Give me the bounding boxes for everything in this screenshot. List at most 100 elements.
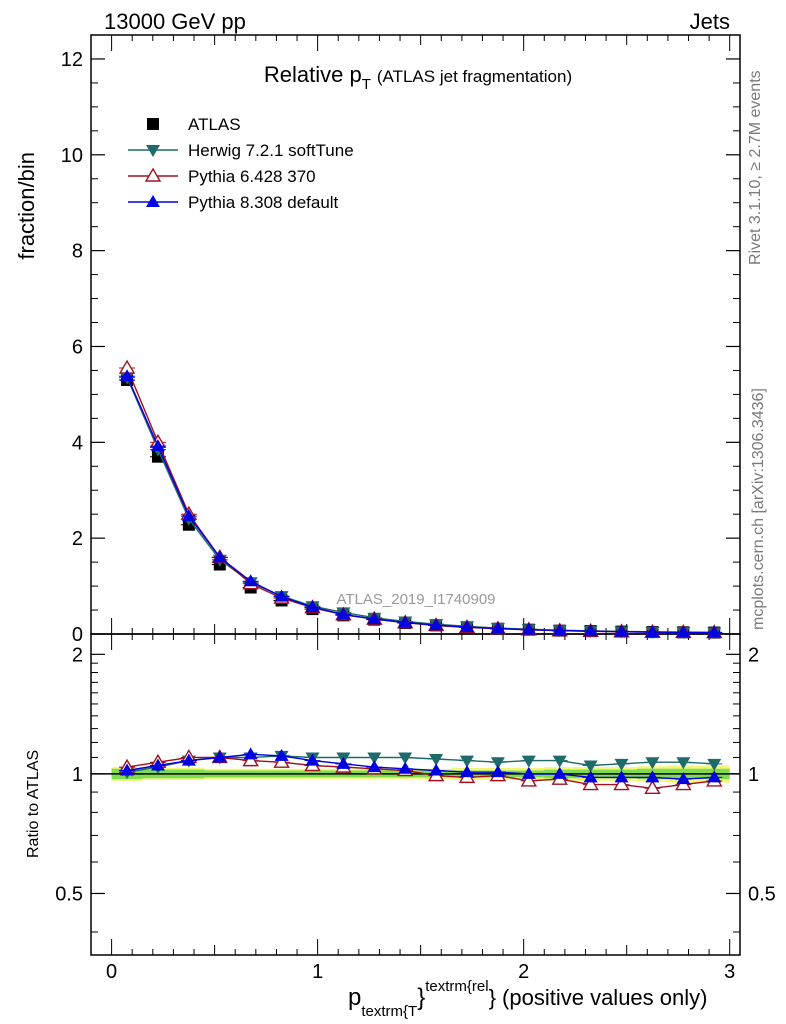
legend-marker-pythia-6-428-370	[144, 167, 162, 182]
ratio-y-tick-label-right: 1	[748, 764, 759, 786]
ratio-point-pythia-8-308-default	[367, 760, 382, 773]
main-point-pythia-8-308-default	[120, 369, 135, 382]
ratio-point-pythia-8-308-default	[645, 770, 660, 783]
ratio-point-pythia-8-308-default	[305, 753, 320, 766]
main-y-tick-label: 10	[61, 145, 83, 167]
ratio-panel-frame	[90, 633, 741, 956]
ratio-point-pythia-8-308-default	[336, 756, 351, 769]
x-tick-label: 0	[106, 961, 117, 983]
ratio-point-herwig-7-2-1-softtune	[676, 757, 691, 770]
ratio-point-pythia-8-308-default	[460, 765, 475, 778]
legend-label-atlas: ATLAS	[188, 115, 241, 134]
x-axis-label-rest: } (positive values only)	[489, 985, 708, 1010]
plot-title-rest: (ATLAS jet fragmentation)	[377, 67, 572, 86]
data-series	[118, 359, 723, 794]
main-point-pythia-8-308-default	[521, 622, 536, 635]
main-point-pythia-8-308-default	[583, 624, 598, 637]
x-axis-label-sup: textrm{rel	[425, 978, 488, 995]
main-point-pythia-8-308-default	[150, 439, 165, 452]
ratio-point-pythia-6-428-370	[582, 776, 599, 791]
legend-marker-atlas	[147, 118, 159, 130]
ratio-point-pythia-6-428-370	[613, 776, 630, 791]
legend: ATLAS Herwig 7.2.1 softTune Pythia 6.428 3…	[128, 115, 354, 212]
ratio-point-pythia-8-308-default	[243, 747, 258, 760]
main-point-pythia-8-308-default	[336, 607, 351, 620]
main-y-tick-label: 6	[72, 336, 83, 358]
ratio-point-herwig-7-2-1-softtune	[398, 752, 413, 765]
ratio-y-tick-label: 1	[72, 764, 83, 786]
x-axis-label-p: p	[348, 984, 361, 1011]
main-y-axis-label: fraction/bin	[14, 152, 39, 260]
ratio-y-tick-label-right: 0.5	[748, 883, 776, 905]
main-point-pythia-8-308-default	[367, 612, 382, 625]
ratio-y-tick-label: 0.5	[55, 883, 83, 905]
uncertainty-band	[91, 765, 740, 783]
legend-label-pythia-8-308-default: Pythia 8.308 default	[188, 193, 339, 212]
main-y-tick-label: 4	[72, 432, 83, 454]
analysis-watermark: ATLAS_2019_I1740909	[336, 591, 495, 608]
main-point-pythia-8-308-default	[429, 618, 444, 631]
ratio-y-tick-label: 2	[72, 644, 83, 666]
ratio-point-pythia-8-308-default	[707, 770, 722, 783]
ratio-point-herwig-7-2-1-softtune	[490, 757, 505, 770]
legend-marker-pythia-8-308-default	[146, 195, 160, 207]
header-process-label: Jets	[690, 9, 730, 34]
x-axis-label-sub: textrm{T	[361, 1003, 417, 1020]
ratio-point-pythia-8-308-default	[614, 770, 629, 783]
main-point-pythia-8-308-default	[707, 625, 722, 638]
x-tick-label: 1	[312, 961, 323, 983]
legend-label-herwig-7-2-1-softtune: Herwig 7.2.1 softTune	[188, 141, 354, 160]
ratio-point-pythia-8-308-default	[150, 758, 165, 771]
plot-title-sub: T	[362, 76, 371, 93]
ratio-point-pythia-8-308-default	[429, 763, 444, 776]
ratio-point-pythia-8-308-default	[120, 763, 135, 776]
ratio-y-axis-label: Ratio to ATLAS	[25, 750, 42, 858]
legend-marker-herwig-7-2-1-softtune	[146, 145, 160, 157]
mcplots-reference-label: mcplots.cern.ch [arXiv:1306.3436]	[750, 388, 767, 630]
ratio-point-herwig-7-2-1-softtune	[645, 757, 660, 770]
main-y-tick-label: 0	[72, 624, 83, 646]
ratio-point-pythia-8-308-default	[552, 766, 567, 779]
main-y-tick-label: 2	[72, 528, 83, 550]
ratio-point-pythia-8-308-default	[521, 766, 536, 779]
ratio-point-pythia-8-308-default	[212, 750, 227, 763]
main-point-pythia-8-308-default	[212, 550, 227, 563]
main-point-pythia-8-308-default	[645, 625, 660, 638]
main-point-pythia-8-308-default	[490, 621, 505, 634]
x-axis-label: ptextrm{T}textrm{rel} (positive values o…	[348, 978, 707, 1020]
main-point-pythia-8-308-default	[243, 574, 258, 587]
x-axis-label-close: }	[417, 984, 425, 1011]
ratio-point-herwig-7-2-1-softtune	[707, 758, 722, 771]
main-point-pythia-8-308-default	[305, 600, 320, 613]
main-point-pythia-8-308-default	[552, 623, 567, 636]
ratio-point-herwig-7-2-1-softtune	[429, 754, 444, 767]
ratio-point-herwig-7-2-1-softtune	[521, 755, 536, 768]
main-point-pythia-8-308-default	[676, 625, 691, 638]
rivet-version-label: Rivet 3.1.10, ≥ 2.7M events	[747, 70, 764, 265]
ratio-point-pythia-8-308-default	[676, 772, 691, 785]
ratio-point-herwig-7-2-1-softtune	[367, 752, 382, 765]
ratio-point-herwig-7-2-1-softtune	[614, 758, 629, 771]
main-point-pythia-8-308-default	[181, 509, 196, 522]
ratio-point-pythia-8-308-default	[583, 770, 598, 783]
ratio-point-pythia-6-428-370	[644, 779, 661, 794]
ratio-y-tick-label-right: 2	[748, 644, 759, 666]
ratio-point-pythia-8-308-default	[490, 765, 505, 778]
ratio-point-herwig-7-2-1-softtune	[460, 755, 475, 768]
main-y-tick-label: 8	[72, 241, 83, 263]
ratio-point-pythia-8-308-default	[181, 753, 196, 766]
x-tick-label: 3	[724, 961, 735, 983]
ratio-point-herwig-7-2-1-softtune	[583, 760, 598, 773]
ratio-point-pythia-6-428-370	[520, 772, 538, 787]
main-point-pythia-8-308-default	[274, 589, 289, 602]
ratio-point-pythia-6-428-370	[242, 752, 259, 767]
ratio-point-pythia-8-308-default	[398, 761, 413, 774]
ratio-point-herwig-7-2-1-softtune	[552, 755, 567, 768]
header-collision-label: 13000 GeV pp	[104, 9, 246, 34]
ratio-point-pythia-8-308-default	[274, 748, 289, 761]
main-point-pythia-8-308-default	[460, 620, 475, 633]
plot-title-main: Relative p	[264, 62, 362, 87]
plot-title: Relative pT (ATLAS jet fragmentation)	[264, 62, 572, 93]
